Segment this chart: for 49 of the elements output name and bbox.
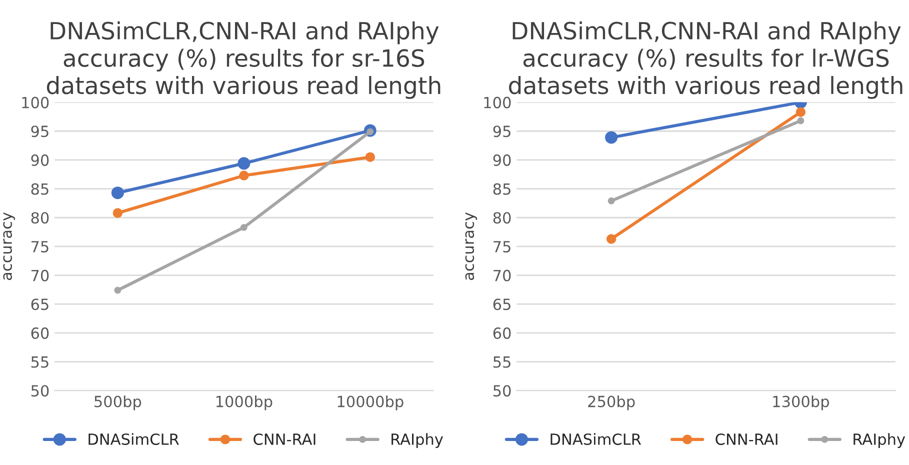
point: [605, 131, 618, 144]
y-tick-label: 70: [494, 270, 511, 282]
point: [238, 157, 250, 170]
y-tick-label: 95: [31, 126, 48, 138]
y-tick-label: 65: [493, 298, 510, 310]
legend-label: RAIphy: [392, 433, 444, 448]
x-tick-label: 10000bp: [338, 395, 404, 410]
y-tick-label: 100: [484, 96, 511, 108]
y-tick-label: 60: [493, 327, 511, 339]
y-tick-label: 75: [494, 241, 510, 252]
chart-title: DNASimCLR,CNN-RAI and RAIphy accuracy (%) results for sr-16S datasets with various read length: [46, 21, 440, 99]
y-tick-label: 55: [31, 356, 48, 368]
y-tick-label: 70: [31, 270, 49, 282]
y-tick-label: 95: [493, 126, 510, 138]
y-tick-label: 90: [493, 154, 511, 166]
y-tick-label: 65: [31, 298, 48, 310]
x-tick-label: 1000bp: [216, 395, 272, 410]
y-tick-label: 85: [493, 183, 510, 195]
legend-label: RAIphy: [854, 433, 906, 448]
point: [606, 234, 616, 244]
x-tick-label: 1300bp: [773, 395, 829, 410]
point: [111, 186, 124, 200]
y-axis-title: accuracy: [465, 212, 478, 280]
point: [797, 117, 804, 124]
y-tick-label: 50: [493, 385, 511, 397]
point: [365, 152, 376, 162]
y-tick-label: 50: [31, 385, 49, 397]
chart-title: DNASimCLR,CNN-RAI and RAIphy accuracy (%) results for lr-WGS datasets with various read length: [509, 21, 902, 99]
point: [796, 107, 806, 117]
x-tick-label: 500bp: [94, 395, 142, 410]
x-tick-label: 250bp: [588, 395, 635, 410]
point: [112, 208, 123, 218]
point: [239, 170, 249, 180]
y-tick-label: 55: [493, 356, 510, 368]
y-tick-label: 80: [493, 212, 511, 224]
y-tick-label: 80: [31, 212, 49, 224]
point: [114, 286, 122, 294]
y-tick-label: 85: [31, 183, 48, 195]
y-tick-label: 60: [31, 327, 49, 339]
y-tick-label: 75: [31, 241, 48, 252]
legend-label: CNN-RAI: [254, 433, 316, 446]
point: [240, 224, 248, 231]
y-axis-title: accuracy: [3, 212, 15, 280]
point: [608, 197, 615, 204]
y-tick-label: 100: [22, 96, 49, 108]
legend-label: DNASimCLR: [88, 433, 179, 446]
y-tick-label: 90: [31, 154, 49, 166]
legend-label: DNASimCLR: [550, 433, 642, 446]
legend-label: CNN-RAI: [716, 433, 778, 446]
